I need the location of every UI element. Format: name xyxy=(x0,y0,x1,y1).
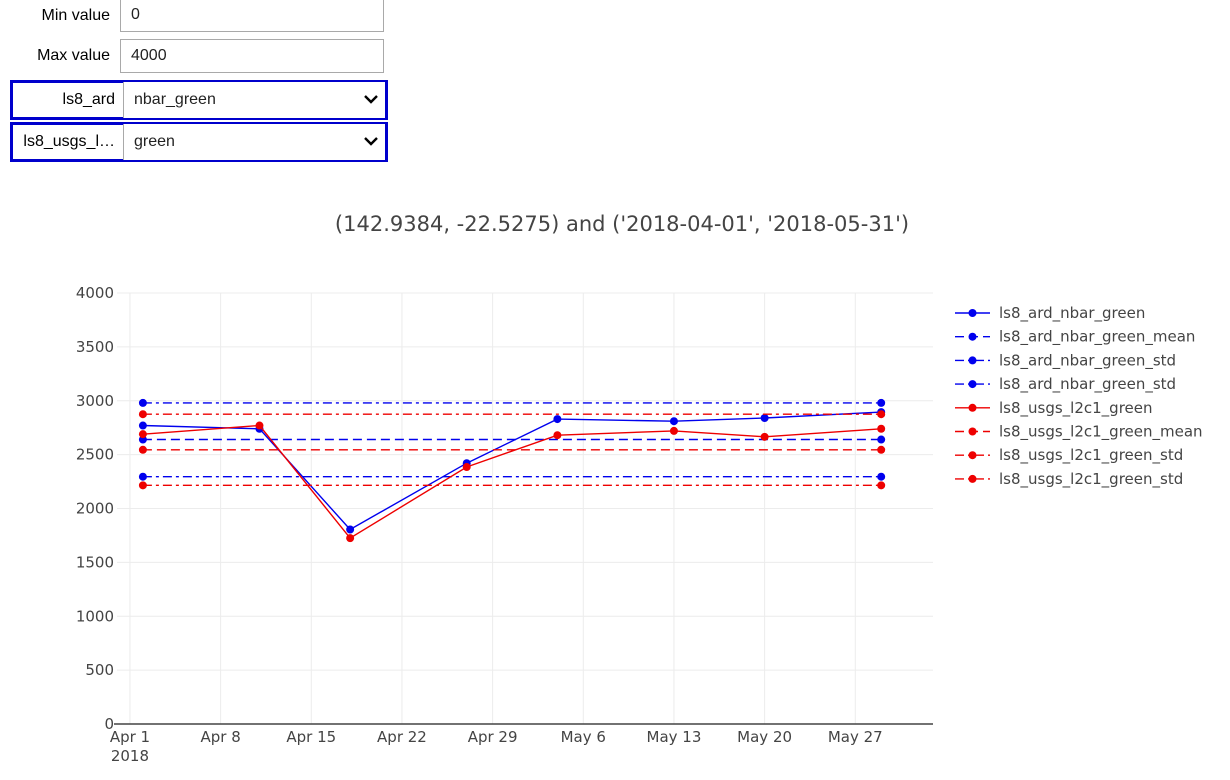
series-point-3 xyxy=(138,472,147,481)
legend-item[interactable]: ls8_ard_nbar_green_mean xyxy=(955,328,1195,347)
legend-label: ls8_usgs_l2c1_green xyxy=(999,399,1153,418)
legend-item[interactable]: ls8_ard_nbar_green_std xyxy=(955,375,1176,394)
x-tick-label: Apr 8 xyxy=(200,728,240,746)
legend-item[interactable]: ls8_usgs_l2c1_green_std xyxy=(955,446,1183,465)
series-line-0 xyxy=(142,411,882,531)
legend-item[interactable]: ls8_ard_nbar_green_std xyxy=(955,351,1176,370)
series-point-7 xyxy=(138,481,147,490)
chevron-down-icon xyxy=(364,95,378,104)
series-point-0 xyxy=(138,421,147,430)
series-point-2 xyxy=(877,398,886,407)
x-tick-label: May 13 xyxy=(647,728,702,746)
y-tick-label: 500 xyxy=(85,661,114,679)
series-line-4 xyxy=(142,424,882,540)
min-value-input[interactable] xyxy=(120,0,384,32)
legend-swatch-marker xyxy=(968,356,977,365)
max-value-row: Max value xyxy=(0,39,384,73)
chevron-down-icon xyxy=(364,137,378,146)
legend-label: ls8_usgs_l2c1_green_mean xyxy=(999,423,1203,442)
y-tick-label: 1500 xyxy=(76,553,114,571)
x-tick-label: May 6 xyxy=(561,728,606,746)
series-point-4 xyxy=(669,426,678,435)
y-tick-label: 3000 xyxy=(76,392,114,410)
x-tick-label: May 20 xyxy=(737,728,792,746)
series-point-0 xyxy=(553,415,562,424)
chart-title: (142.9384, -22.5275) and ('2018-04-01', … xyxy=(335,212,909,236)
series-point-5 xyxy=(877,445,886,454)
series-point-4 xyxy=(462,463,471,472)
grid-layer xyxy=(117,292,933,724)
legend-item[interactable]: ls8_usgs_l2c1_green_mean xyxy=(955,423,1203,442)
y-tick-label: 2000 xyxy=(76,500,114,518)
legend-swatch-marker xyxy=(968,403,977,412)
legend-label: ls8_ard_nbar_green_mean xyxy=(999,328,1195,347)
series-point-4 xyxy=(877,424,886,433)
series-point-7 xyxy=(877,481,886,490)
max-value-input[interactable] xyxy=(120,39,384,73)
legend-swatch-marker xyxy=(968,451,977,460)
legend[interactable]: ls8_ard_nbar_green ls8_ard_nbar_green_mea… xyxy=(955,304,1203,489)
series-point-4 xyxy=(553,431,562,440)
legend-swatch-marker xyxy=(968,309,977,317)
y-tick-label: 0 xyxy=(104,715,114,733)
ls8-ard-dropdown[interactable]: nbar_green xyxy=(123,82,385,118)
series-point-0 xyxy=(669,417,678,426)
ls8-usgs-dropdown[interactable]: green xyxy=(123,124,385,160)
ls8-usgs-dropdown-value: green xyxy=(134,133,175,150)
legend-label: ls8_ard_nbar_green xyxy=(999,304,1145,323)
legend-swatch-marker xyxy=(968,332,977,341)
legend-swatch-marker xyxy=(968,427,977,436)
legend-label: ls8_usgs_l2c1_green_std xyxy=(999,470,1183,489)
series-point-3 xyxy=(877,472,886,481)
y-tick-label: 1000 xyxy=(76,607,114,625)
legend-item[interactable]: ls8_usgs_l2c1_green_std xyxy=(955,470,1183,489)
x-tick-label: May 27 xyxy=(828,728,883,746)
series-point-4 xyxy=(255,421,264,430)
series-point-0 xyxy=(346,525,355,534)
x-tick-label: Apr 22 xyxy=(377,728,427,746)
ls8-ard-dropdown-value: nbar_green xyxy=(134,91,216,108)
series-point-4 xyxy=(760,432,769,441)
ls8-ard-select-row: ls8_ard nbar_green xyxy=(10,80,388,120)
series-point-0 xyxy=(760,413,769,422)
legend-item[interactable]: ls8_ard_nbar_green xyxy=(955,304,1145,323)
y-tick-label: 4000 xyxy=(76,284,114,302)
x-tick-label: Apr 15 xyxy=(286,728,336,746)
series-point-4 xyxy=(138,430,147,439)
legend-swatch-marker xyxy=(968,474,977,483)
legend-item[interactable]: ls8_usgs_l2c1_green xyxy=(955,399,1153,418)
ls8-usgs-select-row: ls8_usgs_l… green xyxy=(10,122,388,162)
series-point-1 xyxy=(877,435,886,444)
x-tick-label: Apr 1 xyxy=(110,728,150,746)
legend-label: ls8_ard_nbar_green_std xyxy=(999,375,1176,394)
series-point-2 xyxy=(138,398,147,407)
legend-label: ls8_usgs_l2c1_green_std xyxy=(999,446,1183,465)
series-point-6 xyxy=(138,410,147,419)
y-tick-label: 2500 xyxy=(76,446,114,464)
y-tick-label: 3500 xyxy=(76,338,114,356)
legend-label: ls8_ard_nbar_green_std xyxy=(999,351,1176,370)
series-point-6 xyxy=(877,410,886,419)
x-tick-year-label: 2018 xyxy=(111,747,149,765)
series-layer xyxy=(138,398,886,543)
x-tick-label: Apr 29 xyxy=(468,728,518,746)
legend-swatch-marker xyxy=(968,380,977,389)
series-point-5 xyxy=(138,445,147,454)
series-point-4 xyxy=(346,534,355,543)
axis-layer: 0 500 1000 1500 2000 2500 3000 3500 4000 Apr 1201… xyxy=(76,284,933,765)
min-value-row: Min value xyxy=(0,0,384,32)
